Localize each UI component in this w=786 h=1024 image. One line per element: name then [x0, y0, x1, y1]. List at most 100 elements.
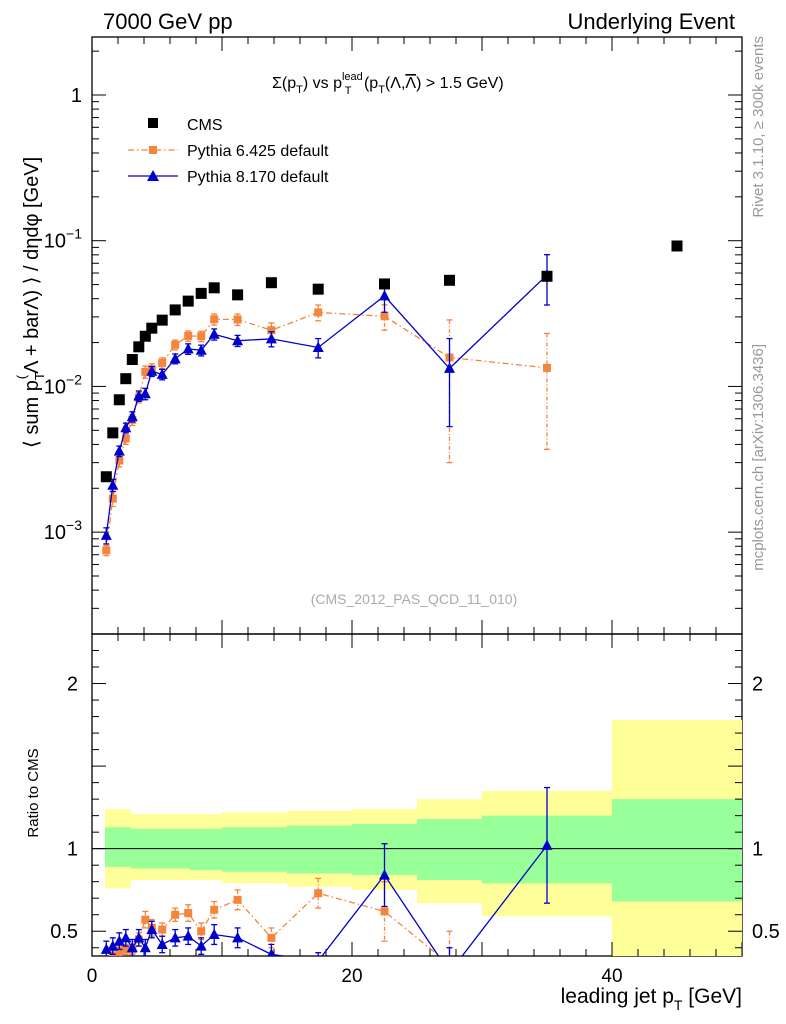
pythia6-point — [267, 326, 276, 335]
ratio-y-axis-label: Ratio to CMS — [25, 748, 42, 837]
ratio-tick-label-left: 0.5 — [50, 921, 78, 943]
ratio-tick-label-right: 1 — [752, 839, 763, 861]
rivet-label: Rivet 3.1.10, ≥ 300k events — [750, 36, 767, 218]
cms-data-point — [232, 289, 244, 301]
pythia6-point — [141, 367, 150, 376]
y-tick-label: 10−2 — [44, 371, 82, 398]
ratio-tick-label-left: 1 — [67, 839, 78, 861]
pythia8-point — [126, 410, 138, 422]
pythia6-point — [115, 456, 124, 465]
ratio-pythia8-point — [208, 928, 220, 940]
x-label-main: leading jet p — [561, 985, 674, 1008]
ratio-pythia8-point — [169, 931, 181, 943]
ratio-pythia6-point — [115, 947, 124, 956]
cms-data-point — [139, 330, 151, 342]
cms-data-point — [541, 270, 553, 282]
x-tick-label: 40 — [601, 966, 622, 987]
pythia8-point — [107, 479, 119, 490]
y-tick-exponent: −2 — [66, 371, 82, 387]
legend-marker-pythia8 — [147, 170, 159, 181]
cms-data-point — [146, 322, 158, 334]
x-tick-label: 0 — [87, 966, 98, 987]
x-label-sub: T — [674, 997, 683, 1013]
ratio-tick-label-right: 0.5 — [752, 921, 780, 943]
ratio-pythia8-point — [126, 941, 138, 953]
pythia8-point — [379, 289, 390, 301]
ratio-pythia8-point — [133, 931, 145, 943]
cms-data-point — [379, 278, 390, 290]
pythia6-point — [197, 332, 206, 341]
ratio-pythia6-point — [102, 959, 110, 967]
header-analysis-label: Underlying Event — [567, 9, 735, 34]
band-inner-4 — [287, 825, 352, 874]
ratio-pythia8-point — [232, 931, 244, 943]
y-tick-exponent: −1 — [66, 226, 82, 242]
pythia6-point — [121, 434, 130, 443]
ratio-pythia6-point — [141, 915, 150, 924]
y-label-sub: T — [32, 372, 47, 380]
pythia6-point — [380, 312, 389, 321]
pythia8-point — [232, 334, 244, 346]
title-sub1: T — [296, 84, 303, 96]
cms-data-point — [444, 274, 455, 286]
x-axis-label: leading jet pT [GeV] — [561, 985, 742, 1013]
ratio-pythia8-point — [100, 943, 112, 954]
header-collision-label: 7000 GeV pp — [103, 9, 233, 34]
y-tick-mantissa: 10 — [44, 522, 66, 544]
title-lambda-bar: Λ — [405, 75, 416, 92]
ratio-panel-markers — [100, 786, 553, 978]
ratio-pythia8-point — [139, 941, 151, 953]
cms-data-point — [120, 373, 132, 385]
band-inner-3 — [222, 827, 287, 872]
legend-label-pythia6: Pythia 6.425 default — [187, 143, 329, 160]
cms-data-point — [182, 295, 194, 307]
ratio-pythia8-point — [146, 923, 158, 935]
ratio-pythia8-point — [379, 869, 390, 880]
title-suffix-a: (p — [360, 75, 379, 92]
title-suffix-b: (Λ, — [385, 75, 405, 92]
ratio-pythia6-point — [314, 889, 323, 898]
ratio-pythia8-point — [120, 931, 132, 943]
ratio-pythia6-point — [380, 907, 389, 916]
pythia6-point — [171, 340, 180, 349]
cms-data-point — [208, 282, 220, 294]
ratio-pythia8-point — [444, 967, 455, 978]
band-inner-8 — [612, 799, 742, 902]
pythia8-point — [182, 342, 194, 354]
ratio-pythia6-point — [121, 945, 130, 954]
pythia8-point — [312, 341, 324, 352]
cms-data-point — [133, 341, 145, 353]
y-tick-mantissa: 10 — [44, 376, 66, 398]
plot-title: Σ(pT) vs plead T (pT(Λ,Λ) > 1.5 GeV) — [272, 71, 504, 97]
ratio-pythia6-point — [197, 927, 206, 936]
legend-marker-pythia6 — [149, 146, 157, 154]
band-inner-2 — [189, 828, 222, 871]
mcplots-label: mcplots.cern.ch [arXiv:1306.3436] — [750, 344, 767, 571]
cms-data-point — [265, 277, 277, 289]
pythia8-point — [113, 445, 125, 456]
pythia8-point — [195, 344, 207, 355]
title-suffix-c: ) > 1.5 GeV) — [416, 75, 504, 92]
legend: CMS Pythia 6.425 default Pythia 8.170 de… — [128, 117, 329, 186]
pythia8-point — [208, 328, 220, 339]
ratio-pythia8-point — [107, 940, 119, 951]
pythia6-point — [210, 315, 219, 324]
ratio-pythia6-point — [267, 933, 276, 942]
cms-data-point — [195, 287, 207, 299]
pythia8-point — [169, 352, 181, 364]
y-tick-label: 10−3 — [44, 517, 82, 544]
band-inner-0 — [105, 827, 131, 867]
legend-label-cms: CMS — [187, 117, 223, 134]
ratio-pythia6-point — [158, 925, 167, 934]
pythia8-point — [100, 529, 112, 540]
cms-data-point — [100, 471, 112, 483]
pythia6-point — [102, 546, 111, 555]
analysis-tag: (CMS_2012_PAS_QCD_11_010) — [311, 591, 518, 607]
ratio-pythia6-point — [446, 960, 454, 968]
pythia8-point — [146, 365, 158, 376]
legend-marker-cms — [148, 118, 158, 128]
ratio-pythia6-point — [210, 905, 219, 914]
cms-data-point — [107, 427, 119, 439]
